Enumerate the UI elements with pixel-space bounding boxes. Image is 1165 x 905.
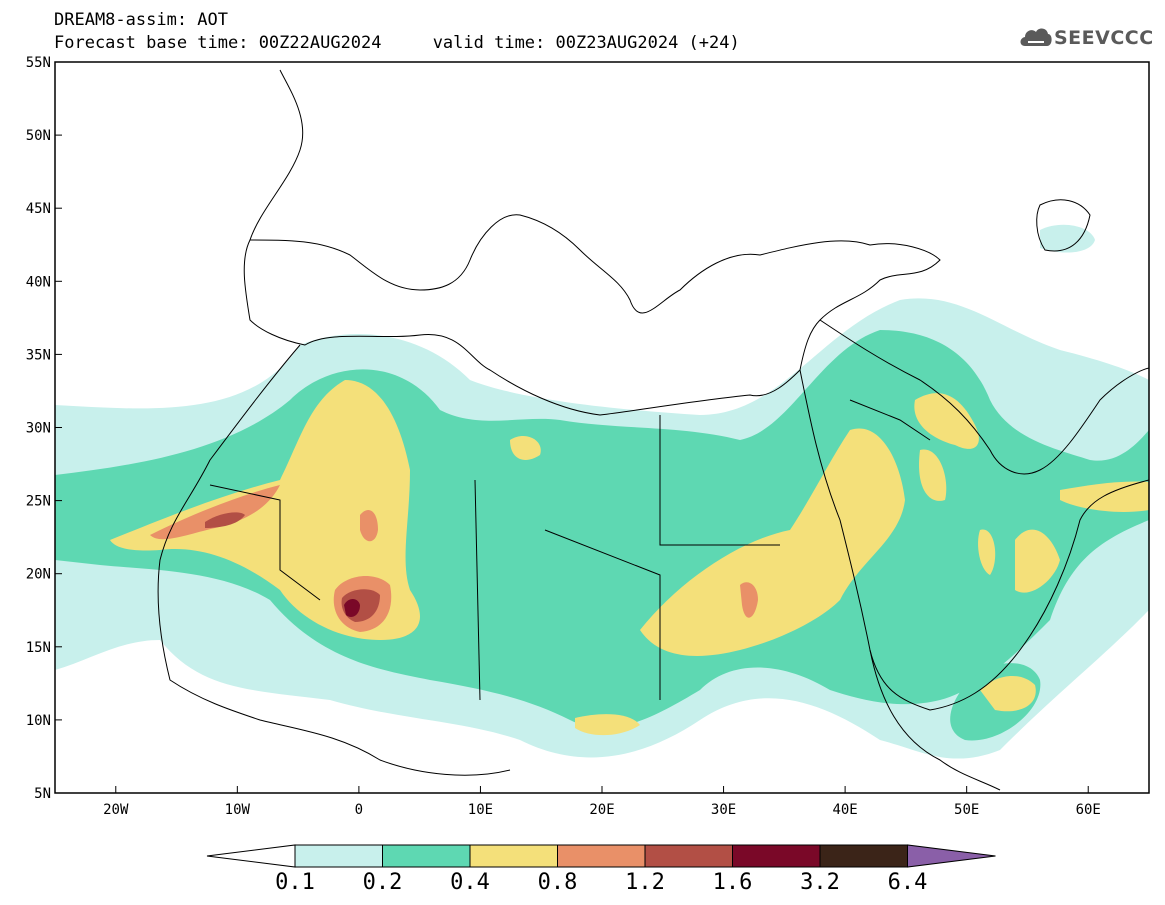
lon-label: 0 (355, 802, 363, 818)
colorbar-label: 6.4 (888, 870, 928, 895)
colorbar-label: 0.4 (450, 870, 490, 895)
colorbar-label: 0.1 (275, 870, 315, 895)
colorbar-extend-low (206, 844, 296, 868)
aot-contours (55, 224, 1149, 759)
logo-text: SEEVCCC (1054, 27, 1154, 49)
colorbar-extend-high (907, 844, 996, 868)
lat-label: 30N (26, 421, 51, 437)
colorbar-label: 1.2 (625, 870, 665, 895)
lon-label: 60E (1076, 802, 1101, 818)
lon-label: 30E (711, 802, 736, 818)
colorbar-swatch (294, 844, 383, 868)
aot-band-1.6 (344, 599, 360, 617)
lat-label: 10N (26, 713, 51, 729)
lat-label: 15N (26, 640, 51, 656)
lon-label: 40E (832, 802, 857, 818)
colorbar-swatch (557, 844, 646, 868)
colorbar-swatch (382, 844, 471, 868)
colorbar-swatch (469, 844, 558, 868)
longitude-axis: 20W 10W 0 10E 20E 30E 40E 50E 60E (103, 786, 1101, 818)
colorbar-swatch (732, 844, 821, 868)
latitude-axis: 55N 50N 45N 40N 35N 30N 25N 20N 15N 10N 5N (26, 55, 62, 802)
lat-label: 40N (26, 274, 51, 290)
lon-label: 10E (468, 802, 493, 818)
aot-band-0.4 (110, 380, 1149, 736)
colorbar-label: 1.6 (713, 870, 753, 895)
colorbar-label: 0.2 (363, 870, 403, 895)
lon-label: 20E (589, 802, 614, 818)
lon-label: 20W (103, 802, 129, 818)
colorbar-label: 3.2 (800, 870, 840, 895)
cloud-icon (1020, 28, 1052, 46)
lat-label: 55N (26, 55, 51, 71)
lat-label: 50N (26, 128, 51, 144)
lat-label: 20N (26, 567, 51, 583)
map-title: DREAM8-assim: AOT (54, 10, 228, 30)
aot-colorbar: 0.1 0.2 0.4 0.8 1.2 1.6 3.2 6.4 (206, 844, 996, 895)
lat-label: 5N (34, 786, 51, 802)
colorbar-label: 0.8 (538, 870, 578, 895)
lon-label: 50E (954, 802, 979, 818)
colorbar-swatch (819, 844, 908, 868)
colorbar-swatch (644, 844, 733, 868)
lon-label: 10W (225, 802, 251, 818)
forecast-time-label: Forecast base time: 00Z22AUG2024 valid t… (54, 33, 740, 53)
coastlines-borders (157, 69, 1149, 791)
lat-label: 45N (26, 201, 51, 217)
lat-label: 35N (26, 347, 51, 363)
seevccc-logo: SEEVCCC (1018, 22, 1158, 54)
lat-label: 25N (26, 494, 51, 510)
